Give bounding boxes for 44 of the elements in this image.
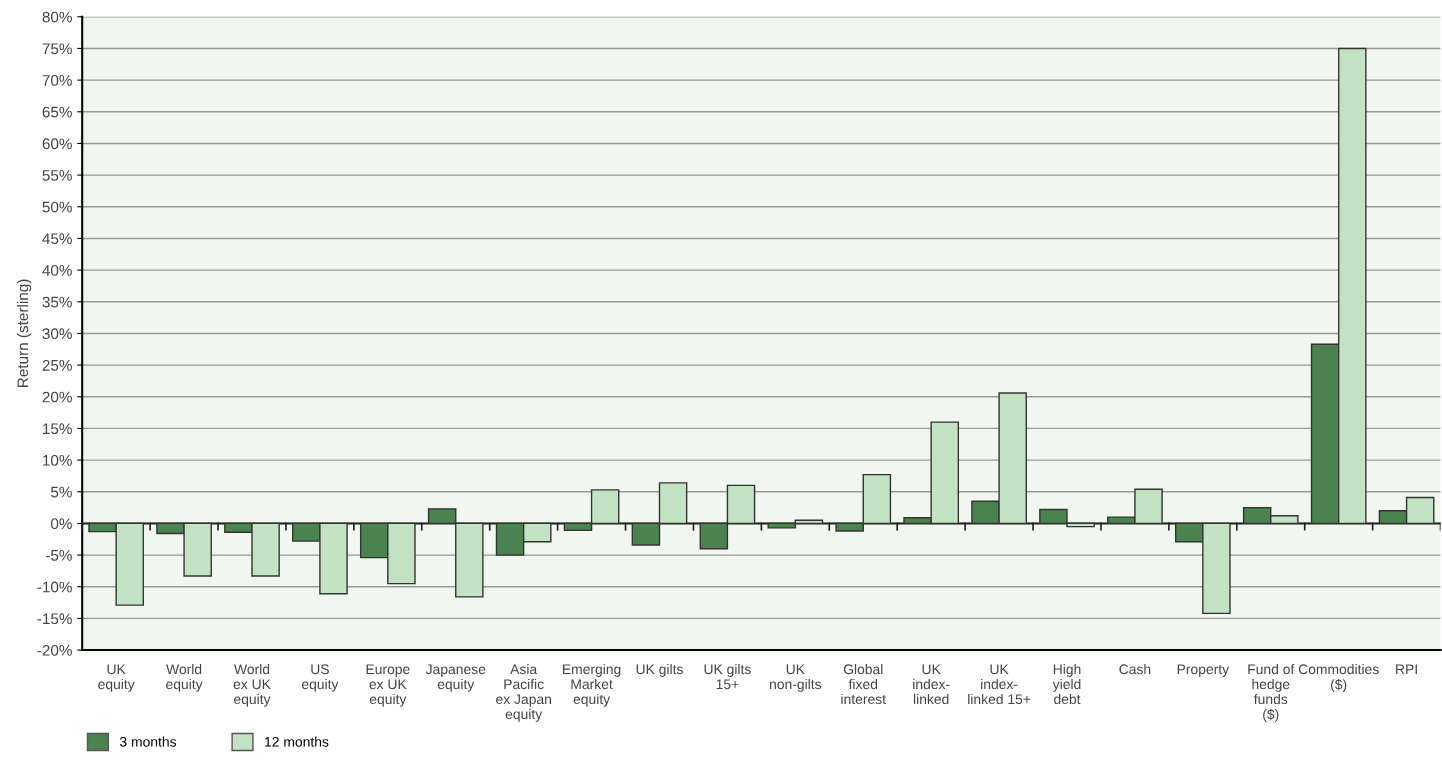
x-tick-label: World ex UK equity (233, 663, 271, 707)
x-tick-label: US equity (301, 664, 339, 692)
x-tick-label: Japanese equity (425, 664, 486, 692)
y-tick-label: 65% (42, 106, 72, 118)
x-tick-label: UK non-gilts (770, 664, 822, 692)
x-tick-label: Global fixed interest (841, 663, 886, 705)
y-axis-title: Return (sterling) (17, 279, 32, 387)
y-tick-label: 35% (42, 296, 72, 308)
x-tick-label: World equity (166, 663, 203, 692)
x-tick-label: UK gilts 15+ (704, 663, 751, 690)
y-tick-label: -15% (37, 613, 72, 625)
x-tick-label: Cash (1119, 663, 1151, 675)
x-tick-label: Asia Pacific ex Japan equity (496, 663, 551, 722)
x-tick-label: High yield debt (1052, 663, 1081, 705)
y-tick-label: 75% (42, 43, 72, 55)
y-tick-label: 25% (42, 359, 72, 371)
y-tick-label: 40% (42, 264, 72, 276)
x-tick-label: RPI (1396, 664, 1417, 675)
x-tick-label: Europe ex UK equity (366, 664, 410, 707)
y-tick-label: -20% (37, 644, 72, 656)
y-tick-label: -5% (45, 550, 72, 561)
y-tick-label: 0% (50, 518, 72, 530)
y-tick-label: 70% (42, 74, 72, 86)
x-tick-label: UK gilts (636, 663, 683, 677)
y-tick-label: 30% (42, 328, 72, 340)
y-tick-label: 20% (42, 391, 72, 403)
x-tick-label: Commodities ($) (1298, 663, 1379, 693)
y-tick-label: 60% (42, 138, 72, 150)
y-tick-label: 50% (42, 201, 72, 213)
x-tick-label: UK index- linked (913, 664, 950, 705)
legend-label: 12 months (265, 736, 329, 747)
y-tick-label: 5% (51, 486, 72, 498)
y-tick-label: 45% (42, 233, 72, 245)
y-tick-label: 10% (43, 454, 72, 466)
y-tick-label: -10% (37, 581, 72, 593)
y-tick-label: 55% (42, 170, 72, 181)
x-tick-label: Emerging Market equity (563, 663, 621, 707)
x-tick-label: UK equity (98, 664, 135, 692)
y-tick-label: 15% (43, 423, 72, 435)
x-tick-label: Property (1177, 664, 1230, 677)
x-tick-label: Fund of hedge funds ($) (1248, 663, 1295, 723)
legend-label: 3 months (119, 736, 177, 747)
y-tick-label: 80% (42, 11, 72, 23)
x-tick-label: UK index- linked 15+ (968, 664, 1031, 705)
